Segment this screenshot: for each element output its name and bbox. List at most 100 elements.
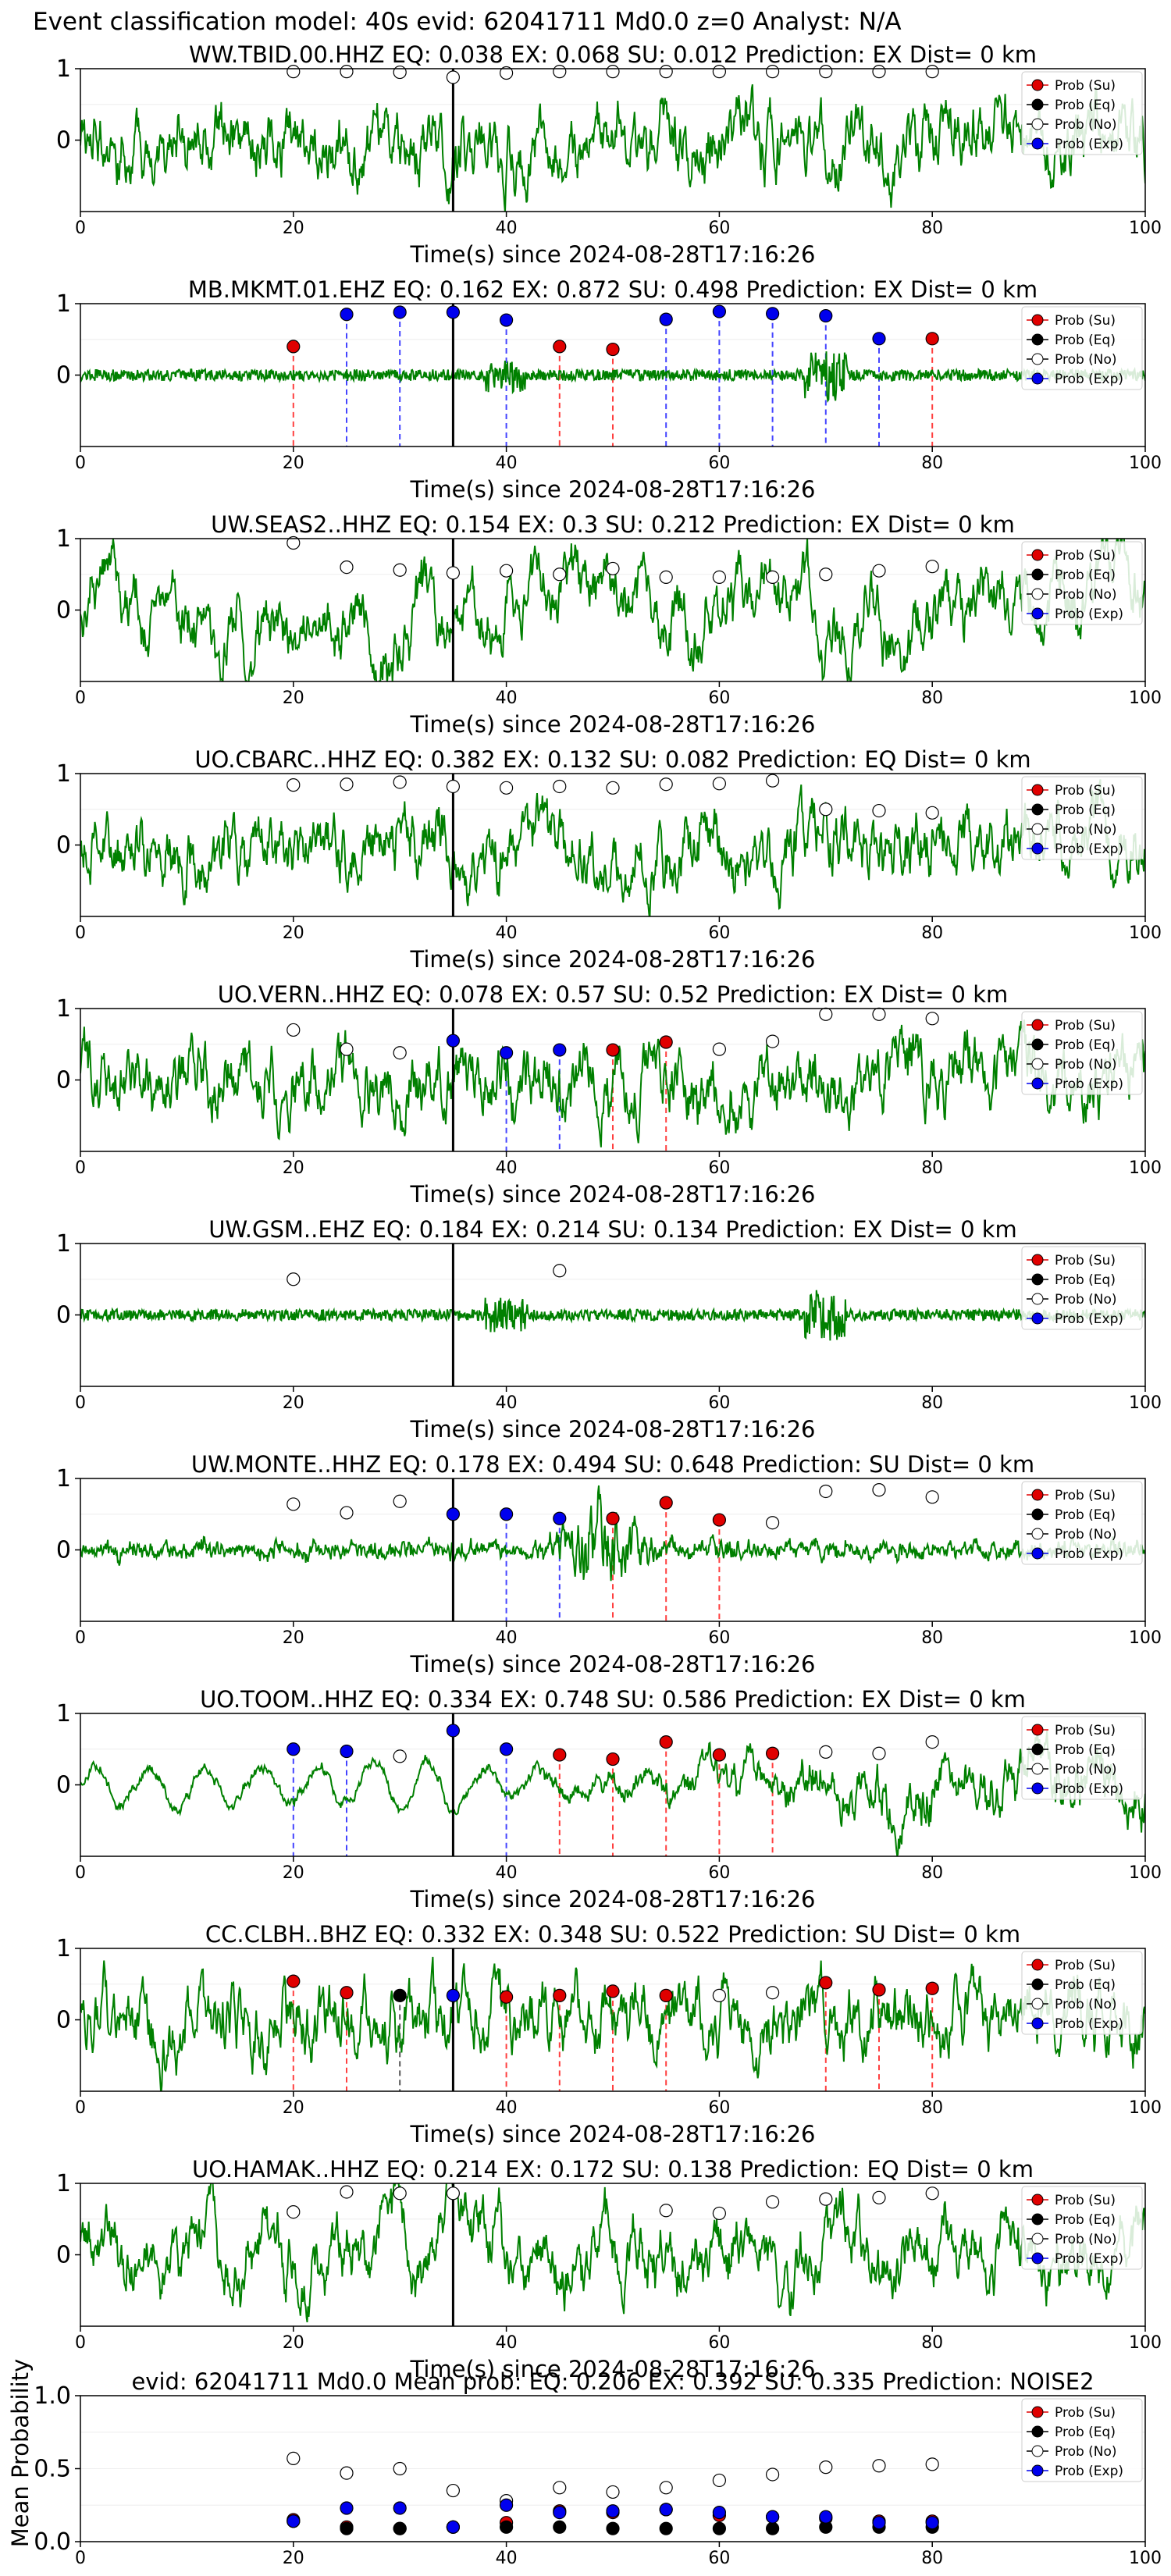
- legend-marker-exp: [1031, 1782, 1044, 1795]
- x-tick-label: 20: [283, 1393, 304, 1413]
- legend-marker-su: [1031, 1724, 1044, 1736]
- probability-marker-no: [765, 2195, 780, 2209]
- probability-marker-exp: [499, 1046, 514, 1060]
- y-tick-label: 1.0: [34, 2382, 71, 2410]
- legend-marker-eq: [1031, 2425, 1044, 2438]
- x-tick-label: 20: [283, 219, 304, 238]
- x-tick-label: 20: [283, 454, 304, 473]
- probability-marker-no: [819, 802, 833, 817]
- x-tick-label: 100: [1129, 2333, 1162, 2353]
- probability-marker-no: [393, 1749, 407, 1763]
- mean-marker-no: [393, 2461, 407, 2476]
- legend-marker-no: [1031, 1293, 1044, 1305]
- legend-marker-no: [1031, 823, 1044, 835]
- legend-marker-exp: [1031, 607, 1044, 620]
- probability-marker-no: [819, 1745, 833, 1759]
- probability-marker-no: [765, 1516, 780, 1530]
- waveform-trace: [80, 1730, 1145, 1856]
- y-tick-label: 1: [56, 290, 71, 318]
- probability-marker-no: [499, 564, 514, 578]
- legend-label: Prob (Eq): [1055, 1037, 1116, 1053]
- probability-marker-exp: [499, 313, 514, 327]
- probability-marker-no: [287, 535, 301, 550]
- x-tick-label: 40: [496, 219, 518, 238]
- probability-marker-exp: [446, 1507, 461, 1521]
- legend-label: Prob (No): [1055, 1292, 1117, 1308]
- x-tick-label: 80: [921, 1863, 943, 1883]
- legend-marker-exp: [1031, 2464, 1044, 2477]
- mean-marker-exp: [872, 2516, 886, 2530]
- probability-marker-no: [872, 803, 886, 818]
- x-tick-label: 20: [283, 1158, 304, 1178]
- legend-label: Prob (Exp): [1055, 1311, 1123, 1327]
- legend-marker-no: [1031, 1058, 1044, 1070]
- legend-label: Prob (No): [1055, 2444, 1117, 2460]
- legend-marker-su: [1031, 1959, 1044, 1971]
- mean-marker-exp: [340, 2501, 354, 2515]
- x-tick-label: 40: [496, 2549, 518, 2568]
- probability-marker-no: [765, 1034, 780, 1048]
- mean-marker-eq: [712, 2521, 727, 2535]
- probability-marker-no: [712, 1042, 727, 1056]
- legend-label: Prob (Eq): [1055, 333, 1116, 348]
- legend-marker-exp: [1031, 1312, 1044, 1325]
- mean-marker-eq: [659, 2521, 673, 2535]
- probability-marker-su: [606, 1984, 620, 1998]
- legend-marker-no: [1031, 353, 1044, 365]
- x-tick-label: 100: [1129, 1158, 1162, 1178]
- probability-marker-no: [446, 70, 461, 84]
- x-tick-label: 60: [708, 454, 730, 473]
- legend: Prob (Su) Prob (Eq) Prob (No) Prob (Exp): [1021, 2186, 1143, 2270]
- chart-title: UO.TOOM..HHZ EQ: 0.334 EX: 0.748 SU: 0.5…: [200, 1686, 1026, 1713]
- x-tick-label: 40: [496, 1628, 518, 1648]
- probability-marker-no: [287, 1023, 301, 1037]
- legend-label: Prob (No): [1055, 1057, 1117, 1073]
- y-tick-label: 0: [56, 1537, 71, 1564]
- mean-marker-exp: [499, 2498, 514, 2512]
- probability-marker-su: [499, 1990, 514, 2004]
- plot-area: [80, 1009, 1145, 1151]
- figure-title: Event classification model: 40s evid: 62…: [33, 8, 902, 36]
- legend-marker-su: [1031, 2194, 1044, 2206]
- legend-marker-no: [1031, 2445, 1044, 2457]
- seismogram-chart: 0 20 40 60 80 100 0 1 UW.MONTE..HHZ EQ: 0.178 EX…: [56, 1451, 1162, 1678]
- mean-marker-eq: [765, 2521, 780, 2535]
- seismogram-chart: 0 20 40 60 80 100 0 1 MB.MKMT.01.EHZ EQ: 0.162 E…: [56, 276, 1162, 503]
- x-tick-label: 40: [496, 688, 518, 708]
- y-tick-label: 0: [56, 1772, 71, 1799]
- legend-marker-su: [1031, 549, 1044, 561]
- x-tick-label: 100: [1129, 688, 1162, 708]
- probability-marker-su: [925, 332, 939, 346]
- legend-label: Prob (Exp): [1055, 2251, 1123, 2267]
- probability-marker-su: [925, 1981, 939, 1995]
- x-tick-label: 80: [921, 454, 943, 473]
- y-tick-label: 1: [56, 1700, 71, 1727]
- x-tick-label: 60: [708, 1628, 730, 1648]
- mean-marker-no: [765, 2467, 780, 2482]
- legend: Prob (Su) Prob (Eq) Prob (No) Prob (Exp): [1021, 1716, 1143, 1800]
- legend-label: Prob (No): [1055, 2232, 1117, 2247]
- x-tick-label: 60: [708, 219, 730, 238]
- x-tick-label: 20: [283, 688, 304, 708]
- legend: Prob (Su) Prob (Eq) Prob (No) Prob (Exp): [1021, 1481, 1143, 1565]
- probability-marker-no: [765, 570, 780, 585]
- probability-marker-no: [712, 777, 727, 791]
- probability-marker-no: [819, 1007, 833, 1021]
- mean-marker-no: [287, 2451, 301, 2466]
- legend-label: Prob (Su): [1055, 2405, 1116, 2421]
- probability-marker-no: [606, 781, 620, 795]
- probability-marker-no: [819, 568, 833, 582]
- probability-marker-no: [819, 1484, 833, 1499]
- y-tick-label: 1: [56, 1465, 71, 1493]
- x-tick-label: 20: [283, 2098, 304, 2118]
- legend-label: Prob (No): [1055, 352, 1117, 368]
- probability-marker-no: [659, 2204, 673, 2218]
- y-tick-label: 0: [56, 362, 71, 390]
- legend-label: Prob (Exp): [1055, 607, 1123, 622]
- x-tick-label: 0: [75, 454, 86, 473]
- legend-marker-eq: [1031, 333, 1044, 346]
- legend-label: Prob (Exp): [1055, 2464, 1123, 2479]
- probability-marker-exp: [446, 305, 461, 319]
- chart-title: WW.TBID.00.HHZ EQ: 0.038 EX: 0.068 SU: 0…: [189, 41, 1037, 68]
